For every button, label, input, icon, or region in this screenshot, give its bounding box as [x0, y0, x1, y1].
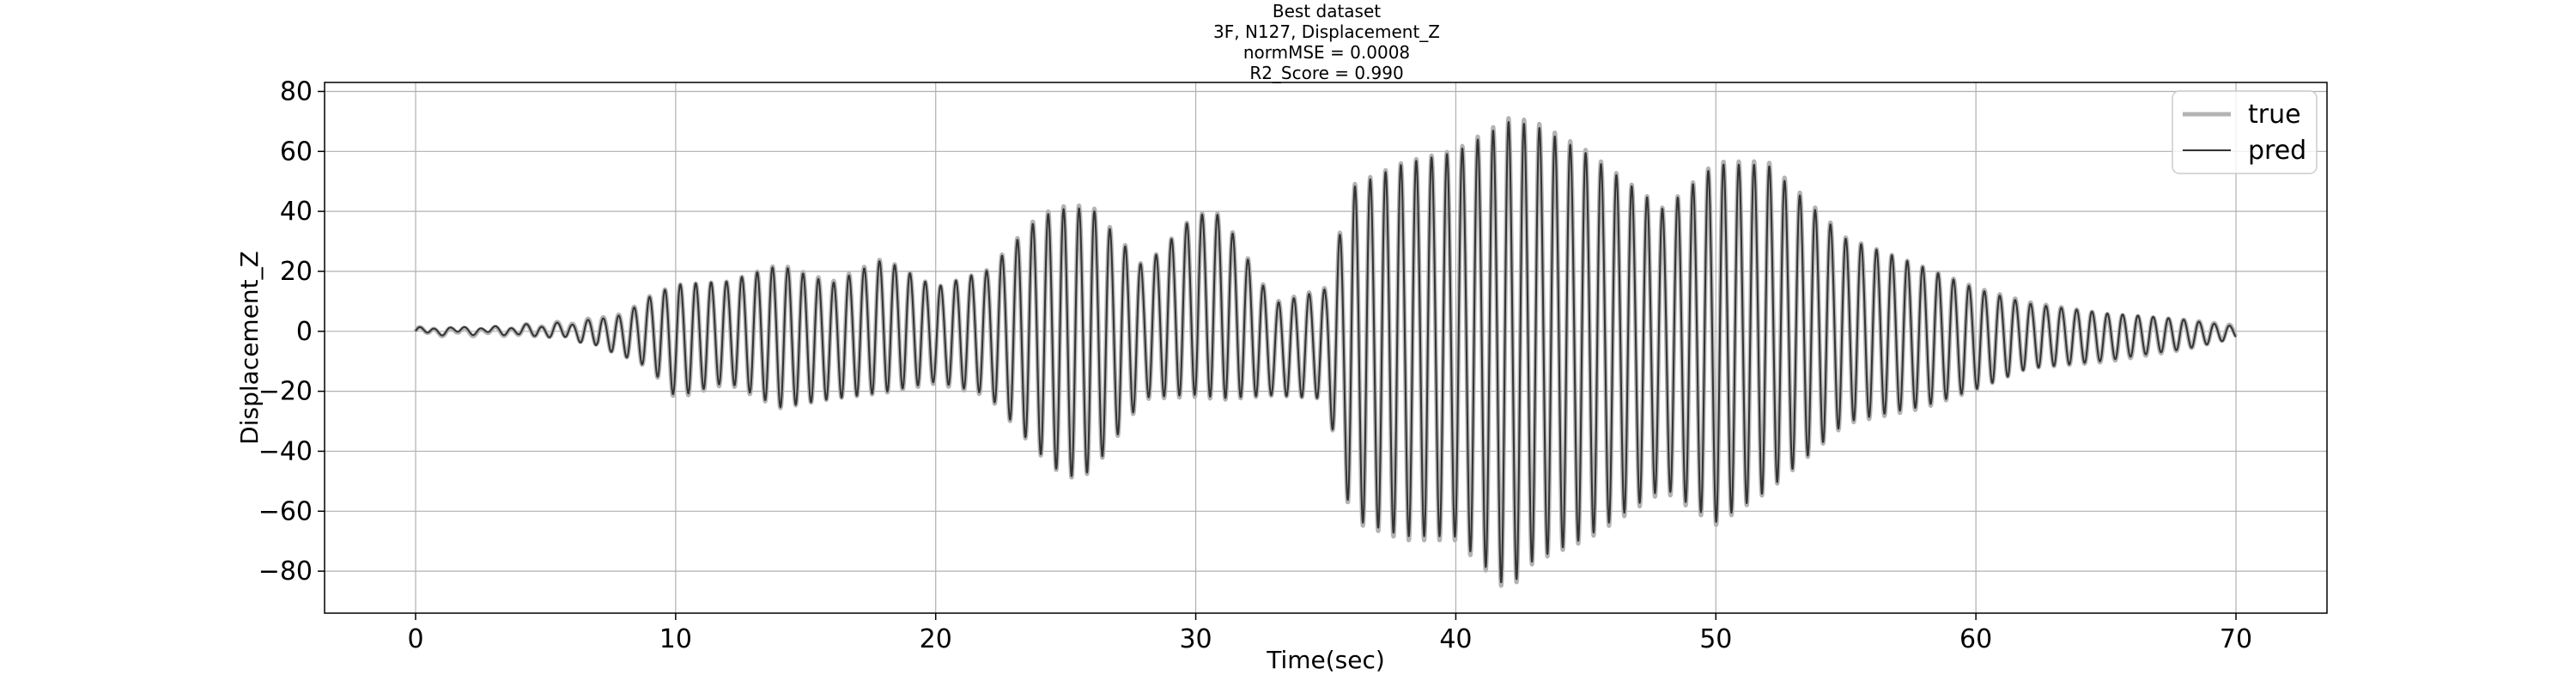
- legend: true pred: [2172, 90, 2318, 174]
- x-axis-label: Time(sec): [1266, 646, 1385, 674]
- y-tick-label: −60: [258, 496, 313, 526]
- x-tick-label: 40: [1439, 624, 1472, 654]
- title-line-3: normMSE = 0.0008: [1243, 42, 1410, 63]
- series-line-pred: [415, 121, 2237, 584]
- title-line-1: Best dataset: [1273, 1, 1381, 21]
- x-tick-label: 70: [2220, 624, 2252, 654]
- grid: [325, 82, 2327, 613]
- x-tick-label: 50: [1699, 624, 1732, 654]
- y-tick-label: 60: [280, 137, 313, 167]
- chart-title: Best dataset 3F, N127, Displacement_Z no…: [1213, 1, 1440, 83]
- x-tick-label: 30: [1179, 624, 1212, 654]
- x-tick-label: 0: [407, 624, 423, 654]
- x-tick-label: 10: [659, 624, 692, 654]
- series-layer: [413, 116, 2239, 588]
- x-tick-label: 60: [1959, 624, 1992, 654]
- ticks: 0 10 20 30 40 50 60 70 −80 −60 −40 −20 0 20 40 60 80: [258, 76, 2252, 654]
- y-tick-label: −80: [258, 556, 313, 587]
- y-tick-label: 40: [280, 197, 313, 227]
- title-line-4: R2_Score = 0.990: [1249, 63, 1403, 83]
- title-line-2: 3F, N127, Displacement_Z: [1213, 21, 1440, 42]
- plot-frame: [324, 82, 2328, 614]
- y-axis-label: Displacement_Z: [235, 251, 264, 445]
- y-tick-label: −20: [258, 377, 313, 407]
- legend-pred-label: pred: [2248, 136, 2306, 166]
- legend-true-label: true: [2248, 100, 2301, 130]
- x-tick-label: 20: [920, 624, 952, 654]
- legend-box: [2172, 90, 2318, 174]
- y-tick-label: 20: [280, 257, 313, 287]
- y-tick-label: −40: [258, 436, 313, 466]
- series-line-true: [413, 116, 2239, 588]
- y-tick-label: 80: [280, 76, 313, 106]
- y-tick-label: 0: [296, 317, 313, 347]
